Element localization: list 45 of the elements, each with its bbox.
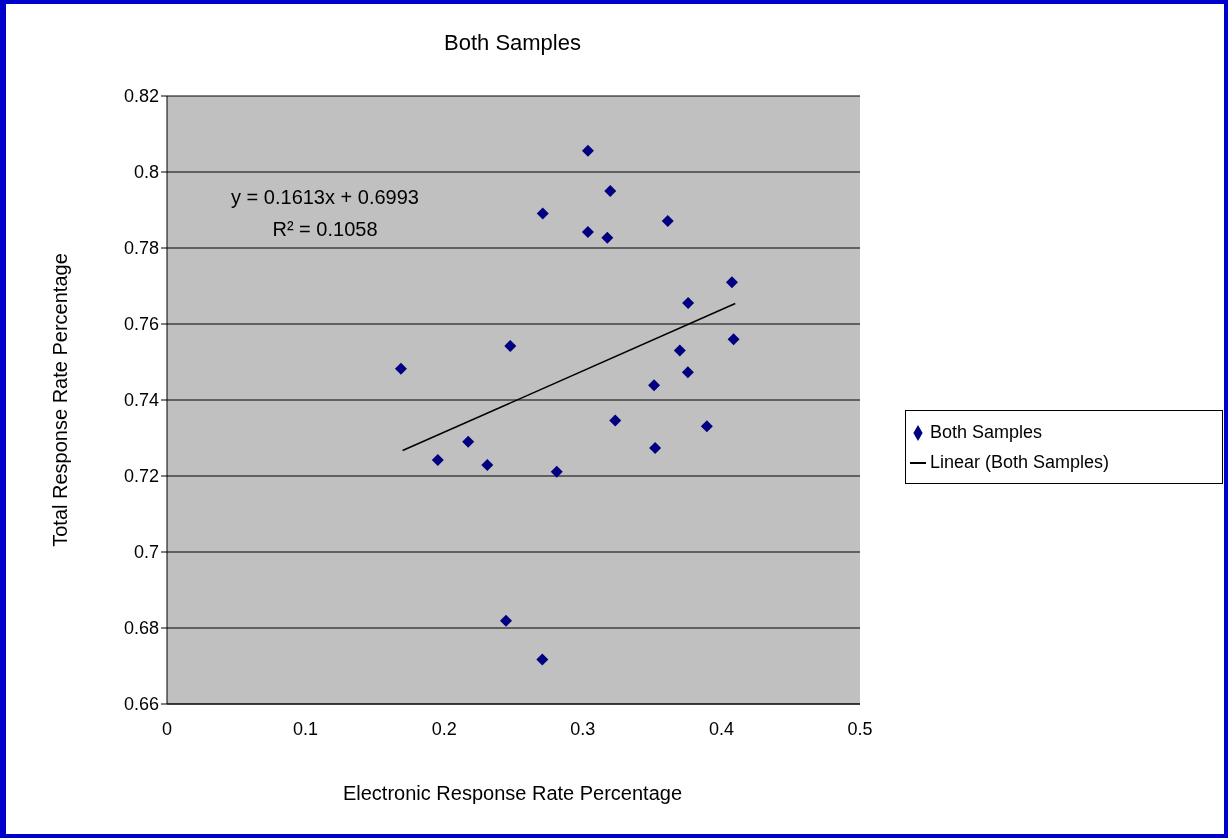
point [536, 207, 549, 220]
point [601, 231, 614, 244]
y-tick-label: 0.7 [133, 542, 159, 563]
y-tick-label: 0.74 [123, 390, 159, 411]
point [581, 226, 594, 239]
point [661, 215, 674, 228]
point [700, 420, 713, 433]
x-tick-label: 0 [161, 718, 173, 739]
legend-label: Both Samples [930, 422, 1043, 442]
point [481, 458, 494, 471]
point [609, 414, 622, 427]
point [673, 344, 686, 357]
y-axis-title: Total Response Rate Percentage [48, 252, 72, 549]
point [725, 276, 738, 289]
point [462, 435, 475, 448]
y-tick-label: 0.76 [123, 314, 159, 335]
x-tick-label: 0.3 [570, 718, 596, 739]
x-tick-label: 0.4 [708, 718, 734, 739]
y-tick-label: 0.78 [123, 238, 159, 259]
annotation: y = 0.1613x + 0.6993 [230, 186, 420, 209]
point [394, 362, 407, 375]
point [681, 366, 694, 379]
point [604, 185, 617, 197]
y-tick-label: 0.66 [123, 694, 159, 715]
x-tick-label: 0.1 [293, 718, 319, 739]
y-tick-label: 0.8 [133, 162, 159, 183]
y-tick-label: 0.68 [123, 618, 159, 639]
y-tick-label: 0.72 [123, 466, 159, 487]
point [682, 297, 695, 310]
point [581, 144, 594, 157]
point [727, 333, 740, 346]
point [431, 454, 444, 467]
y-tick-label: 0.82 [123, 86, 159, 107]
annotation: R² = 0.1058 [271, 218, 379, 241]
point [536, 653, 549, 666]
x-axis-title: Electronic Response Rate Percentage [341, 782, 684, 805]
x-tick-label: 0.2 [431, 718, 457, 739]
legend-label: Linear (Both Samples) [930, 452, 1110, 472]
point [649, 441, 662, 454]
point [550, 465, 563, 478]
point [500, 614, 513, 627]
point [504, 340, 517, 353]
chart-title: Both Samples [443, 30, 582, 56]
point [648, 379, 661, 392]
x-tick-label: 0.5 [847, 718, 873, 739]
